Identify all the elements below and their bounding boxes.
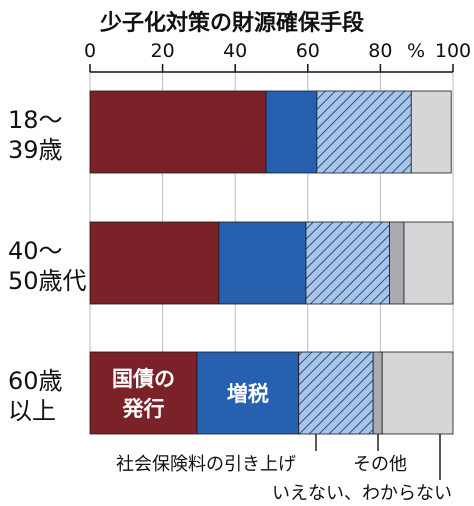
bar-segment-1-1 bbox=[218, 221, 307, 305]
bar-segment-1-4 bbox=[403, 221, 454, 305]
category-label-0-1: 39歳 bbox=[8, 136, 63, 164]
category-label-0-0: 18〜 bbox=[8, 106, 63, 134]
in-bar-label-1-0: 増税 bbox=[227, 382, 269, 406]
tick-label-80: 80 bbox=[368, 40, 392, 62]
category-label-2-1: 以上 bbox=[8, 397, 56, 425]
tick-label-60: 60 bbox=[296, 40, 320, 62]
bar-segment-1-2 bbox=[305, 221, 390, 305]
bar-segment-2-3 bbox=[372, 351, 383, 435]
bar-segment-0-0 bbox=[89, 90, 267, 174]
legend-label-2: いえない、わからない bbox=[272, 483, 452, 504]
tick-label-0: 0 bbox=[84, 40, 96, 62]
bars bbox=[89, 90, 454, 435]
in-bar-label-0-1: 発行 bbox=[122, 397, 165, 421]
tick-label-40: 40 bbox=[223, 40, 247, 62]
bar-segment-0-1 bbox=[265, 90, 318, 174]
bar-segment-1-0 bbox=[89, 221, 220, 305]
legend-label-0: 社会保険料の引き上げ bbox=[116, 454, 296, 475]
tick-label-20: 20 bbox=[151, 40, 175, 62]
x-axis-ticks: 0 20 40 60 80 100% bbox=[84, 40, 471, 73]
bar-segment-2-0 bbox=[89, 351, 198, 435]
bar-segment-0-2 bbox=[316, 90, 412, 174]
legend-label-1: その他 bbox=[353, 454, 407, 475]
in-bar-label-0-0: 国債の bbox=[112, 367, 175, 391]
category-label-2-0: 60歳 bbox=[8, 367, 63, 395]
bar-segment-2-4 bbox=[381, 351, 454, 435]
bar-segment-0-4 bbox=[410, 90, 452, 174]
bar-segment-1-3 bbox=[389, 221, 405, 305]
bar-segment-2-2 bbox=[298, 351, 374, 435]
chart-title: 少子化対策の財源確保手段 bbox=[99, 10, 364, 36]
unit-label: % bbox=[407, 40, 425, 62]
bar-segment-2-1 bbox=[196, 351, 300, 435]
category-label-1-1: 50歳代 bbox=[8, 267, 87, 295]
tick-label-100: 100 bbox=[435, 40, 471, 62]
category-label-1-0: 40〜 bbox=[8, 237, 63, 265]
